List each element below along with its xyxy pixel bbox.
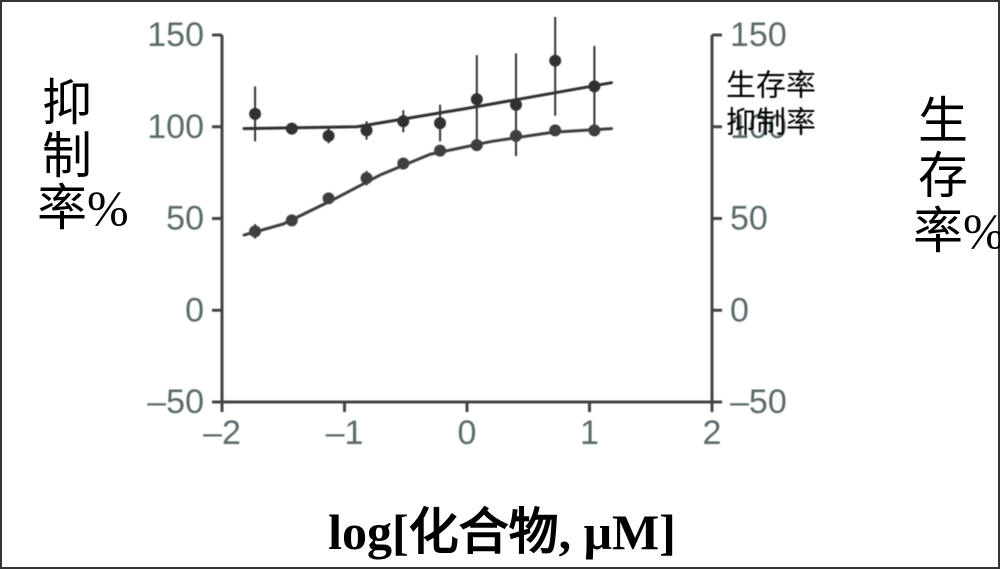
figure-border: 抑制率% 生存率% –2–1012–50050100150–5005010015…	[0, 0, 1000, 569]
svg-text:100: 100	[147, 108, 204, 146]
label-text: 生存率%	[913, 94, 973, 259]
label-text: log[化合物, μM]	[328, 504, 676, 560]
svg-text:2: 2	[703, 414, 722, 452]
svg-text:–50: –50	[147, 383, 204, 421]
svg-text:抑制率: 抑制率	[726, 106, 816, 139]
svg-text:0: 0	[458, 414, 477, 452]
svg-text:50: 50	[166, 200, 204, 238]
x-axis-label: log[化合物, μM]	[122, 492, 882, 564]
svg-text:1: 1	[580, 414, 599, 452]
y-left-axis-label: 抑制率%	[37, 77, 97, 235]
y-right-axis-label: 生存率%	[913, 94, 973, 259]
label-text: 抑制率%	[37, 77, 97, 235]
svg-text:0: 0	[730, 291, 749, 329]
chart-plot-area: –2–1012–50050100150–50050100150生存率抑制率	[122, 17, 882, 477]
svg-text:150: 150	[730, 17, 787, 54]
svg-text:–1: –1	[326, 414, 364, 452]
chart-svg: –2–1012–50050100150–50050100150生存率抑制率	[122, 17, 882, 477]
svg-text:50: 50	[730, 200, 768, 238]
svg-text:150: 150	[147, 17, 204, 54]
svg-text:生存率: 生存率	[726, 70, 816, 103]
svg-text:0: 0	[185, 291, 204, 329]
svg-text:–50: –50	[730, 383, 787, 421]
svg-text:–2: –2	[203, 414, 241, 452]
